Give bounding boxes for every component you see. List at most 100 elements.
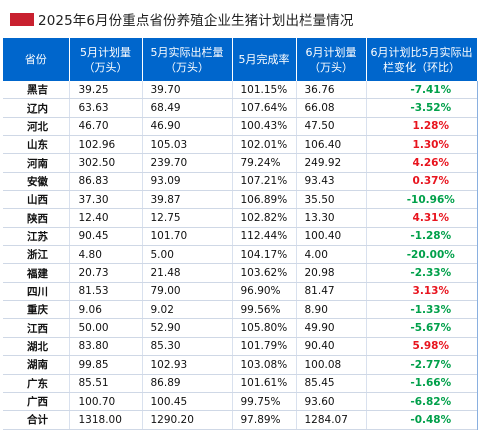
- cell-june-plan: 13.30: [295, 208, 366, 228]
- cell-may-completion-rate: 79.24%: [231, 153, 296, 173]
- table-row: 广东 85.51 86.89 101.61% 85.45 -1.66%: [3, 374, 477, 393]
- cell-province: 合计: [3, 410, 69, 430]
- cell-may-completion-rate: 103.08%: [231, 355, 296, 375]
- cell-may-plan: 20.73: [68, 263, 142, 283]
- cell-change: -6.82%: [365, 392, 477, 412]
- cell-change: 4.26%: [365, 153, 477, 173]
- cell-may-actual: 85.30: [141, 337, 232, 357]
- cell-may-completion-rate: 96.90%: [231, 282, 296, 302]
- cell-june-plan: 8.90: [295, 300, 366, 320]
- pig-slaughter-plan-table: 省份 5月计划量（万头） 5月实际出栏量（万头） 5月完成率 6月计划量（万头）…: [3, 38, 478, 430]
- cell-may-actual: 9.02: [141, 300, 232, 320]
- table-row: 福建 20.73 21.48 103.62% 20.98 -2.33%: [3, 263, 477, 283]
- cell-change: -3.52%: [365, 98, 477, 118]
- cell-may-completion-rate: 107.64%: [231, 98, 296, 118]
- cell-may-plan: 46.70: [68, 117, 142, 137]
- cell-may-plan: 83.80: [68, 337, 142, 357]
- cell-change: 4.31%: [365, 208, 477, 228]
- cell-change: -1.28%: [365, 227, 477, 247]
- cell-june-plan: 36.76: [295, 81, 366, 100]
- cell-june-plan: 90.40: [295, 337, 366, 357]
- cell-may-actual: 86.89: [141, 374, 232, 393]
- cell-may-actual: 100.45: [141, 392, 232, 412]
- cell-june-plan: 93.60: [295, 392, 366, 412]
- cell-may-completion-rate: 100.43%: [231, 117, 296, 137]
- header-may-actual: 5月实际出栏量（万头）: [141, 38, 233, 81]
- cell-may-completion-rate: 105.80%: [231, 318, 296, 338]
- cell-may-actual: 68.49: [141, 98, 232, 118]
- cell-may-actual: 12.75: [141, 208, 232, 228]
- cell-change: -1.66%: [365, 374, 477, 393]
- cell-june-plan: 49.90: [295, 318, 366, 338]
- cell-province: 陕西: [3, 208, 69, 228]
- cell-change: 5.98%: [365, 337, 477, 357]
- cell-may-plan: 90.45: [68, 227, 142, 247]
- cell-province: 浙江: [3, 245, 69, 265]
- table-row: 四川 81.53 79.00 96.90% 81.47 3.13%: [3, 282, 477, 302]
- cell-june-plan: 106.40: [295, 135, 366, 155]
- title-bar: 2025年6月份重点省份养殖企业生猪计划出栏量情况: [10, 8, 353, 30]
- cell-may-completion-rate: 106.89%: [231, 190, 296, 210]
- cell-may-plan: 37.30: [68, 190, 142, 210]
- cell-may-plan: 63.63: [68, 98, 142, 118]
- cell-may-plan: 39.25: [68, 81, 142, 100]
- cell-province: 辽内: [3, 98, 69, 118]
- cell-june-plan: 93.43: [295, 172, 366, 192]
- cell-change: 3.13%: [365, 282, 477, 302]
- cell-may-plan: 9.06: [68, 300, 142, 320]
- cell-may-actual: 46.90: [141, 117, 232, 137]
- header-change: 6月计划比5月实际出栏变化（环比）: [365, 38, 478, 81]
- cell-may-completion-rate: 104.17%: [231, 245, 296, 265]
- cell-province: 江苏: [3, 227, 69, 247]
- cell-may-plan: 302.50: [68, 153, 142, 173]
- cell-june-plan: 85.45: [295, 374, 366, 393]
- table-row: 浙江 4.80 5.00 104.17% 4.00 -20.00%: [3, 245, 477, 265]
- cell-may-plan: 1318.00: [68, 410, 142, 430]
- cell-may-completion-rate: 112.44%: [231, 227, 296, 247]
- cell-june-plan: 1284.07: [295, 410, 366, 430]
- cell-may-plan: 50.00: [68, 318, 142, 338]
- table-row: 江西 50.00 52.90 105.80% 49.90 -5.67%: [3, 318, 477, 338]
- cell-may-actual: 105.03: [141, 135, 232, 155]
- table-row: 河南 302.50 239.70 79.24% 249.92 4.26%: [3, 153, 477, 173]
- cell-june-plan: 20.98: [295, 263, 366, 283]
- table-row: 安徽 86.83 93.09 107.21% 93.43 0.37%: [3, 172, 477, 192]
- table-row: 山东 102.96 105.03 102.01% 106.40 1.30%: [3, 135, 477, 155]
- cell-june-plan: 47.50: [295, 117, 366, 137]
- data-table-container: 省份 5月计划量（万头） 5月实际出栏量（万头） 5月完成率 6月计划量（万头）…: [3, 38, 478, 430]
- header-june-plan: 6月计划量（万头）: [295, 38, 367, 81]
- cell-may-completion-rate: 102.01%: [231, 135, 296, 155]
- cell-change: -5.67%: [365, 318, 477, 338]
- cell-province: 山东: [3, 135, 69, 155]
- cell-may-plan: 85.51: [68, 374, 142, 393]
- cell-june-plan: 4.00: [295, 245, 366, 265]
- cell-province: 山西: [3, 190, 69, 210]
- cell-may-actual: 5.00: [141, 245, 232, 265]
- table-body: 黑吉 39.25 39.70 101.15% 36.76 -7.41% 辽内 63.63 68.…: [3, 81, 477, 430]
- cell-may-completion-rate: 107.21%: [231, 172, 296, 192]
- title-marker: [10, 12, 34, 26]
- cell-change: -7.41%: [365, 81, 477, 100]
- header-may-completion-rate: 5月完成率: [231, 38, 297, 81]
- cell-may-plan: 100.70: [68, 392, 142, 412]
- cell-province: 四川: [3, 282, 69, 302]
- cell-province: 广西: [3, 392, 69, 412]
- page-title: 2025年6月份重点省份养殖企业生猪计划出栏量情况: [38, 13, 354, 29]
- cell-change: 1.30%: [365, 135, 477, 155]
- cell-province: 河北: [3, 117, 69, 137]
- cell-may-actual: 52.90: [141, 318, 232, 338]
- table-row: 黑吉 39.25 39.70 101.15% 36.76 -7.41%: [3, 81, 477, 100]
- cell-may-completion-rate: 99.75%: [231, 392, 296, 412]
- cell-june-plan: 35.50: [295, 190, 366, 210]
- cell-province: 河南: [3, 153, 69, 173]
- cell-may-completion-rate: 97.89%: [231, 410, 296, 430]
- cell-may-completion-rate: 102.82%: [231, 208, 296, 228]
- table-header-row: 省份 5月计划量（万头） 5月实际出栏量（万头） 5月完成率 6月计划量（万头）…: [3, 38, 478, 81]
- cell-province: 重庆: [3, 300, 69, 320]
- cell-june-plan: 249.92: [295, 153, 366, 173]
- cell-may-plan: 102.96: [68, 135, 142, 155]
- cell-may-actual: 79.00: [141, 282, 232, 302]
- table-row: 陕西 12.40 12.75 102.82% 13.30 4.31%: [3, 208, 477, 228]
- header-may-plan: 5月计划量（万头）: [68, 38, 143, 81]
- cell-june-plan: 81.47: [295, 282, 366, 302]
